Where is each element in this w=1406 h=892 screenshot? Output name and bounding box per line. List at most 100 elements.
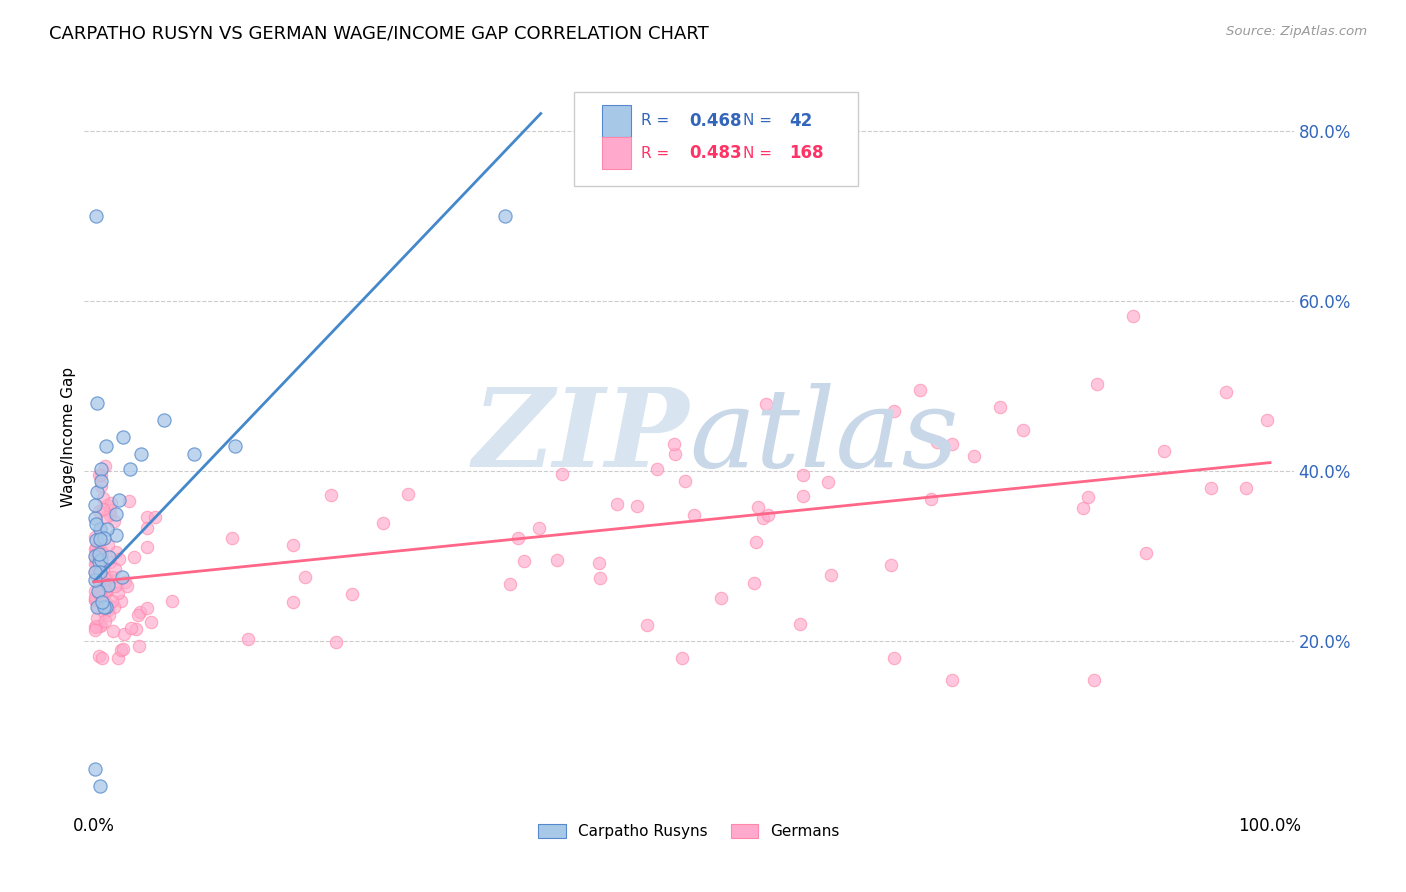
- Point: [910, 383, 932, 397]
- Point: [94, 614, 117, 628]
- Point: [236, 632, 259, 647]
- Point: [84, 533, 107, 547]
- Point: [1083, 673, 1105, 687]
- Point: [84, 555, 107, 569]
- Point: [87, 579, 110, 593]
- Point: [103, 514, 125, 528]
- Point: [89, 566, 111, 580]
- Point: [93, 587, 115, 601]
- Point: [325, 634, 347, 648]
- Point: [104, 545, 127, 559]
- Point: [135, 540, 157, 554]
- Point: [495, 423, 517, 437]
- Point: [626, 500, 648, 514]
- Point: [89, 779, 111, 793]
- Point: [117, 494, 139, 508]
- Point: [817, 475, 839, 489]
- Point: [127, 608, 149, 623]
- Point: [89, 555, 111, 569]
- Point: [513, 554, 536, 568]
- Point: [1121, 309, 1143, 323]
- Point: [84, 590, 107, 604]
- Point: [97, 578, 120, 592]
- Point: [84, 565, 107, 579]
- Point: [84, 762, 107, 776]
- Point: [84, 209, 107, 223]
- Point: [125, 622, 148, 636]
- Y-axis label: Wage/Income Gap: Wage/Income Gap: [60, 367, 76, 508]
- Point: [1199, 481, 1222, 495]
- Point: [745, 535, 768, 549]
- Point: [160, 594, 183, 608]
- Point: [90, 479, 112, 493]
- Point: [710, 591, 733, 605]
- Point: [94, 577, 117, 591]
- Point: [108, 493, 131, 508]
- Point: [756, 508, 779, 522]
- Point: [115, 579, 138, 593]
- Point: [84, 549, 107, 564]
- Point: [96, 509, 118, 524]
- Point: [747, 500, 769, 515]
- Point: [84, 619, 107, 633]
- Point: [90, 553, 112, 567]
- Point: [90, 522, 112, 536]
- Point: [551, 467, 574, 482]
- Point: [396, 487, 419, 501]
- Point: [93, 600, 115, 615]
- Point: [100, 496, 122, 510]
- Point: [636, 618, 658, 632]
- Point: [742, 576, 765, 591]
- Text: R =: R =: [641, 145, 673, 161]
- Point: [84, 498, 107, 512]
- Text: 42: 42: [789, 112, 813, 130]
- Point: [143, 510, 166, 524]
- Point: [105, 576, 128, 591]
- Point: [120, 621, 142, 635]
- Point: [820, 567, 842, 582]
- Point: [920, 492, 942, 507]
- Point: [86, 547, 108, 561]
- Point: [941, 673, 963, 687]
- Point: [84, 511, 107, 525]
- Point: [103, 624, 125, 638]
- Point: [129, 447, 152, 461]
- Point: [546, 553, 568, 567]
- Point: [98, 555, 121, 569]
- Point: [90, 467, 112, 482]
- Point: [183, 447, 205, 461]
- Point: [139, 615, 162, 629]
- Point: [96, 574, 118, 588]
- Point: [136, 601, 159, 615]
- Point: [1153, 443, 1175, 458]
- Point: [673, 474, 696, 488]
- Point: [89, 565, 111, 579]
- Point: [98, 503, 121, 517]
- Point: [110, 593, 132, 607]
- Point: [87, 566, 110, 581]
- Point: [86, 611, 108, 625]
- Point: [101, 594, 124, 608]
- Point: [91, 595, 114, 609]
- Point: [90, 590, 112, 604]
- Point: [108, 552, 131, 566]
- Point: [104, 579, 127, 593]
- Point: [880, 558, 903, 573]
- Point: [527, 521, 550, 535]
- Point: [110, 643, 132, 657]
- Point: [96, 598, 118, 612]
- Point: [281, 538, 304, 552]
- Point: [96, 498, 118, 512]
- Point: [96, 572, 118, 586]
- Point: [87, 542, 110, 557]
- Point: [925, 434, 948, 449]
- Point: [1256, 413, 1278, 427]
- Point: [371, 516, 394, 530]
- Point: [340, 587, 363, 601]
- Point: [84, 592, 107, 607]
- Point: [671, 651, 693, 665]
- Point: [86, 484, 108, 499]
- Point: [104, 562, 127, 576]
- Point: [87, 583, 110, 598]
- Point: [96, 583, 118, 598]
